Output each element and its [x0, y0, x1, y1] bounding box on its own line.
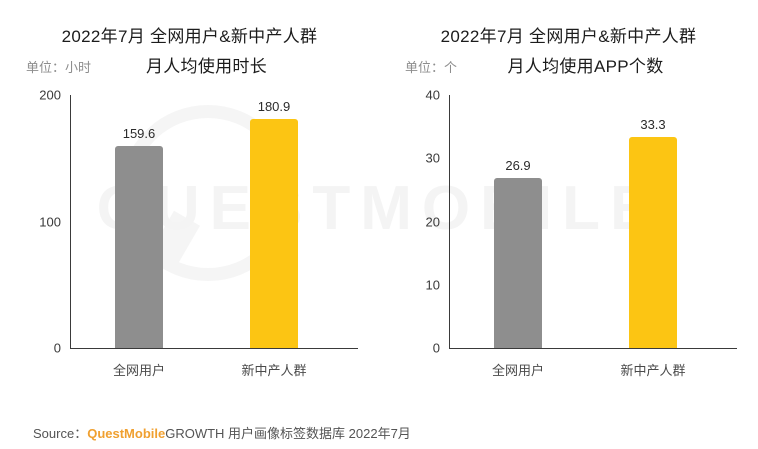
x-axis-category-label: 全网用户 [112, 363, 166, 378]
bar-new-middle-class [629, 137, 677, 348]
y-axis-tick-label: 20 [425, 214, 440, 229]
y-axis-tick-label: 10 [425, 277, 440, 293]
bar-all-users [494, 177, 542, 348]
plot-area: 0 10 20 30 40 26.9 全网用户 33.3 新中产人群 [426, 88, 737, 378]
x-axis-line [70, 348, 358, 349]
source-rest: GROWTH 用户画像标签数据库 2022年7月 [165, 426, 411, 441]
y-axis-tick-label: 40 [425, 87, 440, 103]
x-axis-category-label: 新中产人群 [620, 363, 686, 378]
y-axis-line [449, 95, 450, 348]
y-axis-tick-label: 0 [53, 340, 61, 356]
y-axis-tick-label: 30 [425, 150, 440, 166]
plot-area: 0 100 200 159.6 全网用户 180.9 新中产人群 [39, 88, 358, 378]
chart-subtitle: 月人均使用APP个数 [507, 57, 664, 76]
chart-subtitle: 月人均使用时长 [145, 57, 268, 76]
y-axis-tick-label: 200 [39, 87, 61, 103]
bar-value-label: 33.3 [640, 117, 666, 133]
chart-monthly-avg-usage-duration: 2022年7月 全网用户&新中产人群月人均使用时长 单位：小时 0 100 200 159… [0, 0, 379, 400]
chart-unit-label: 单位：小时 [26, 60, 92, 75]
y-axis-tick-label: 100 [39, 214, 61, 229]
chart-monthly-avg-app-count: 2022年7月 全网用户&新中产人群月人均使用APP个数 单位：个 0 10 20 30 4… [379, 0, 758, 400]
charts-container: 2022年7月 全网用户&新中产人群 月人均使用时长 单位：小时 0 100 200 159… [0, 0, 758, 400]
source-brand: QuestMobile [87, 426, 166, 441]
bar-new-middle-class [250, 119, 298, 348]
x-axis-line [449, 348, 737, 349]
source-prefix: Source： [33, 426, 88, 441]
chart-title: 2022年7月 全网用户&新中产人群 [440, 27, 697, 46]
y-axis-tick-label: 0 [432, 340, 440, 356]
y-axis-line [70, 95, 71, 348]
x-axis-category-label: 全网用户 [491, 363, 545, 378]
bar-value-label: 159.6 [122, 126, 156, 142]
chart-title: 2022年7月 全网用户&新中产人群 [61, 27, 318, 46]
chart-unit-label: 单位：个 [405, 60, 458, 75]
bar-value-label: 180.9 [257, 99, 291, 115]
source-note: Source：QuestMobileGROWTH 用户画像标签数据库 2022年… [33, 423, 411, 442]
x-axis-category-label: 新中产人群 [241, 363, 307, 378]
bar-all-users [115, 146, 163, 348]
bar-value-label: 26.9 [505, 157, 531, 173]
